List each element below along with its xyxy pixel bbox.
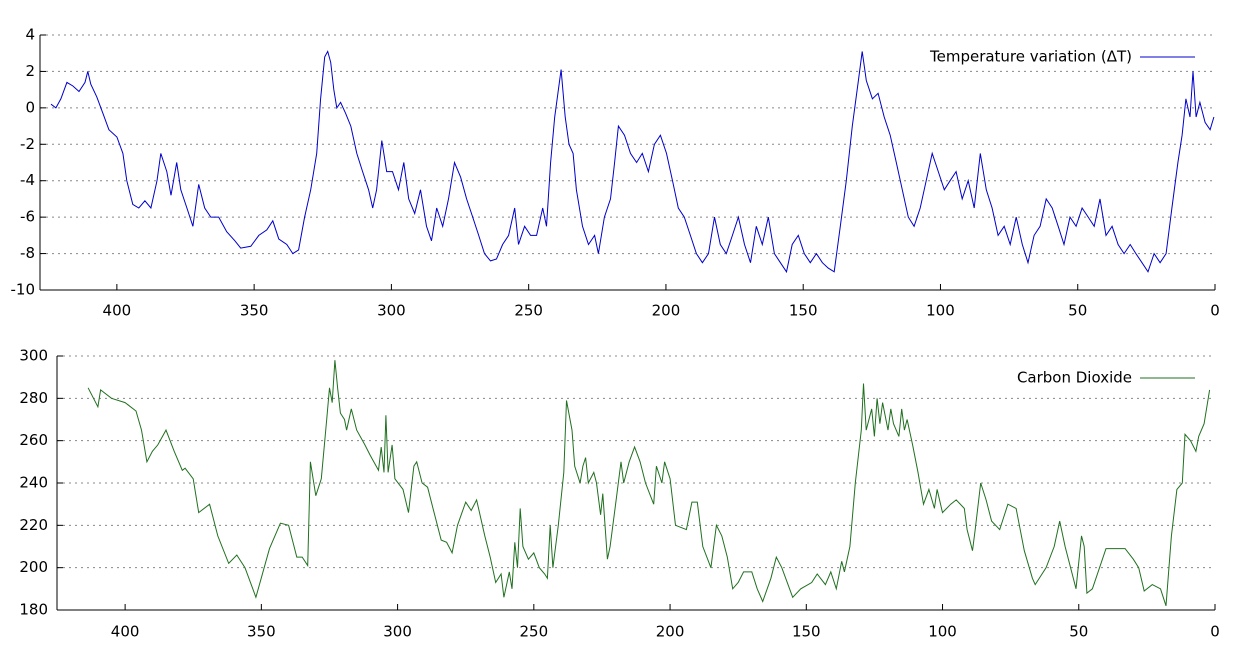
x-tick-label: 50 bbox=[1069, 623, 1088, 641]
y-tick-label: -10 bbox=[11, 281, 36, 299]
x-tick-label: 150 bbox=[792, 623, 821, 641]
x-tick-label: 50 bbox=[1068, 302, 1087, 320]
x-tick-label: 200 bbox=[652, 302, 681, 320]
x-tick-label: 200 bbox=[656, 623, 685, 641]
x-tick-label: 350 bbox=[247, 623, 276, 641]
data-line bbox=[50, 50, 1215, 274]
x-tick-label: 300 bbox=[383, 623, 412, 641]
x-tick-label: 250 bbox=[514, 302, 543, 320]
legend-label: Carbon Dioxide bbox=[1017, 369, 1132, 387]
x-tick-label: 250 bbox=[520, 623, 549, 641]
legend-label: Temperature variation (ΔT) bbox=[929, 48, 1132, 66]
x-tick-label: 400 bbox=[103, 302, 132, 320]
y-tick-label: -2 bbox=[20, 135, 35, 153]
x-tick-label: 100 bbox=[928, 623, 957, 641]
x-tick-label: 400 bbox=[111, 623, 140, 641]
y-tick-label: 0 bbox=[25, 98, 35, 116]
y-tick-label: 300 bbox=[19, 347, 48, 365]
y-tick-label: -6 bbox=[20, 208, 35, 226]
x-tick-label: 100 bbox=[926, 302, 955, 320]
y-tick-label: -8 bbox=[20, 244, 35, 262]
y-tick-label: -4 bbox=[20, 171, 35, 189]
y-tick-label: 180 bbox=[19, 601, 48, 619]
x-tick-label: 300 bbox=[377, 302, 406, 320]
y-tick-label: 280 bbox=[19, 389, 48, 407]
y-tick-label: 260 bbox=[19, 431, 48, 449]
y-tick-label: 2 bbox=[25, 62, 35, 80]
x-tick-label: 0 bbox=[1210, 623, 1220, 641]
y-tick-label: 240 bbox=[19, 474, 48, 492]
x-tick-label: 350 bbox=[240, 302, 269, 320]
y-tick-label: 4 bbox=[25, 26, 35, 44]
x-tick-label: 150 bbox=[789, 302, 818, 320]
x-tick-label: 0 bbox=[1210, 302, 1220, 320]
data-line bbox=[87, 360, 1211, 606]
y-tick-label: 200 bbox=[19, 558, 48, 576]
y-tick-label: 220 bbox=[19, 516, 48, 534]
